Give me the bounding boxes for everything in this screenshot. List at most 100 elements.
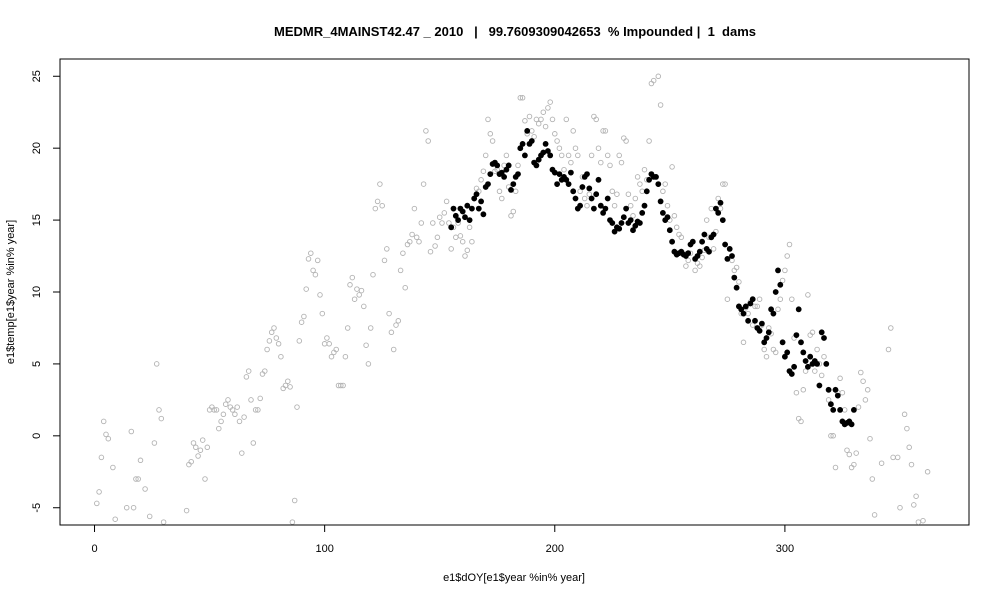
data-point-open — [581, 195, 588, 202]
data-point-open — [395, 318, 402, 324]
data-point-filled — [475, 205, 482, 212]
data-point-open — [602, 128, 609, 134]
data-point-open — [897, 504, 903, 511]
data-point-open — [183, 507, 190, 514]
data-point-filled — [588, 195, 595, 202]
data-point-filled — [710, 231, 717, 238]
data-point-open — [303, 286, 309, 292]
data-point-open — [529, 128, 535, 134]
data-point-filled — [795, 306, 802, 313]
data-point-filled — [462, 214, 468, 221]
data-point-filled — [745, 317, 751, 324]
data-point-filled — [554, 181, 560, 187]
data-point-open — [911, 502, 917, 508]
data-point-open — [575, 152, 581, 159]
data-point-open — [639, 188, 645, 195]
data-point-filled — [818, 329, 825, 336]
data-point-open — [374, 198, 381, 205]
data-point-open — [211, 407, 217, 413]
y-tick-label: -5 — [31, 503, 43, 513]
data-point-filled — [450, 205, 457, 212]
data-point-filled — [641, 202, 648, 209]
data-point-open — [763, 353, 770, 360]
data-point-open — [195, 453, 201, 459]
data-point-open — [427, 248, 434, 255]
data-point-open — [618, 159, 625, 166]
x-tick-label: 0 — [91, 543, 97, 555]
data-point-open — [365, 361, 372, 367]
data-point-open — [837, 375, 843, 382]
chart-title: MEDMR_4MAINST42.47 _ 2010 | 99.760930904… — [274, 24, 756, 39]
data-point-filled — [466, 217, 473, 223]
data-point-open — [356, 292, 362, 298]
data-point-filled — [515, 171, 521, 177]
data-point-filled — [724, 255, 731, 262]
data-point-filled — [821, 335, 827, 341]
data-point-filled — [519, 140, 526, 147]
data-point-open — [314, 257, 321, 264]
data-point-filled — [595, 176, 602, 183]
data-point-open — [841, 407, 848, 413]
data-point-open — [901, 411, 908, 418]
data-point-filled — [666, 227, 673, 234]
data-point-open — [388, 329, 395, 336]
data-point-open — [752, 303, 758, 310]
data-point-open — [361, 303, 367, 310]
data-point-open — [469, 238, 475, 245]
data-point-open — [296, 338, 303, 344]
data-point-open — [625, 191, 632, 197]
data-point-open — [600, 128, 606, 134]
data-point-filled — [480, 211, 487, 218]
data-point-filled — [733, 284, 740, 291]
data-point-filled — [777, 281, 784, 288]
data-point-filled — [653, 173, 659, 180]
data-point-open — [400, 250, 406, 256]
data-point-open — [685, 257, 691, 264]
data-point-open — [128, 428, 135, 435]
data-point-filled — [494, 162, 501, 169]
data-point-filled — [572, 195, 579, 202]
data-point-open — [646, 138, 652, 144]
data-point-open — [517, 95, 524, 101]
data-point-open — [904, 425, 910, 432]
data-point-open — [146, 513, 153, 520]
data-point-open — [703, 217, 710, 223]
data-point-filled — [643, 188, 650, 195]
data-point-open — [432, 243, 438, 249]
data-point-open — [657, 102, 664, 108]
data-point-open — [593, 116, 599, 123]
data-point-open — [487, 131, 494, 137]
data-point-open — [393, 322, 399, 328]
data-point-filled — [660, 209, 666, 216]
data-point-open — [278, 353, 284, 360]
data-point-open — [798, 418, 804, 425]
data-point-filled — [775, 267, 781, 274]
data-point-open — [333, 346, 339, 353]
data-point-open — [777, 296, 784, 302]
data-point-open — [871, 512, 878, 518]
data-point-open — [888, 325, 894, 331]
data-point-open — [151, 440, 158, 446]
data-point-open — [558, 152, 565, 159]
data-point-open — [317, 292, 323, 298]
data-point-open — [156, 407, 162, 413]
data-point-filled — [793, 332, 800, 338]
data-point-open — [367, 325, 374, 331]
data-point-filled — [570, 188, 577, 195]
data-point-open — [782, 267, 788, 274]
data-point-filled — [830, 406, 837, 413]
data-point-filled — [800, 349, 807, 356]
data-point-filled — [655, 181, 662, 187]
data-point-open — [324, 335, 330, 341]
x-axis-label: e1$dOY[e1$year %in% year] — [443, 572, 585, 584]
data-point-filled — [657, 198, 664, 205]
data-point-open — [418, 220, 425, 226]
data-point-filled — [593, 191, 600, 198]
data-point-open — [381, 257, 388, 264]
data-point-filled — [522, 152, 528, 159]
data-point-open — [112, 516, 118, 522]
data-point-open — [407, 238, 413, 245]
data-point-open — [229, 407, 236, 413]
data-point-open — [632, 195, 639, 202]
